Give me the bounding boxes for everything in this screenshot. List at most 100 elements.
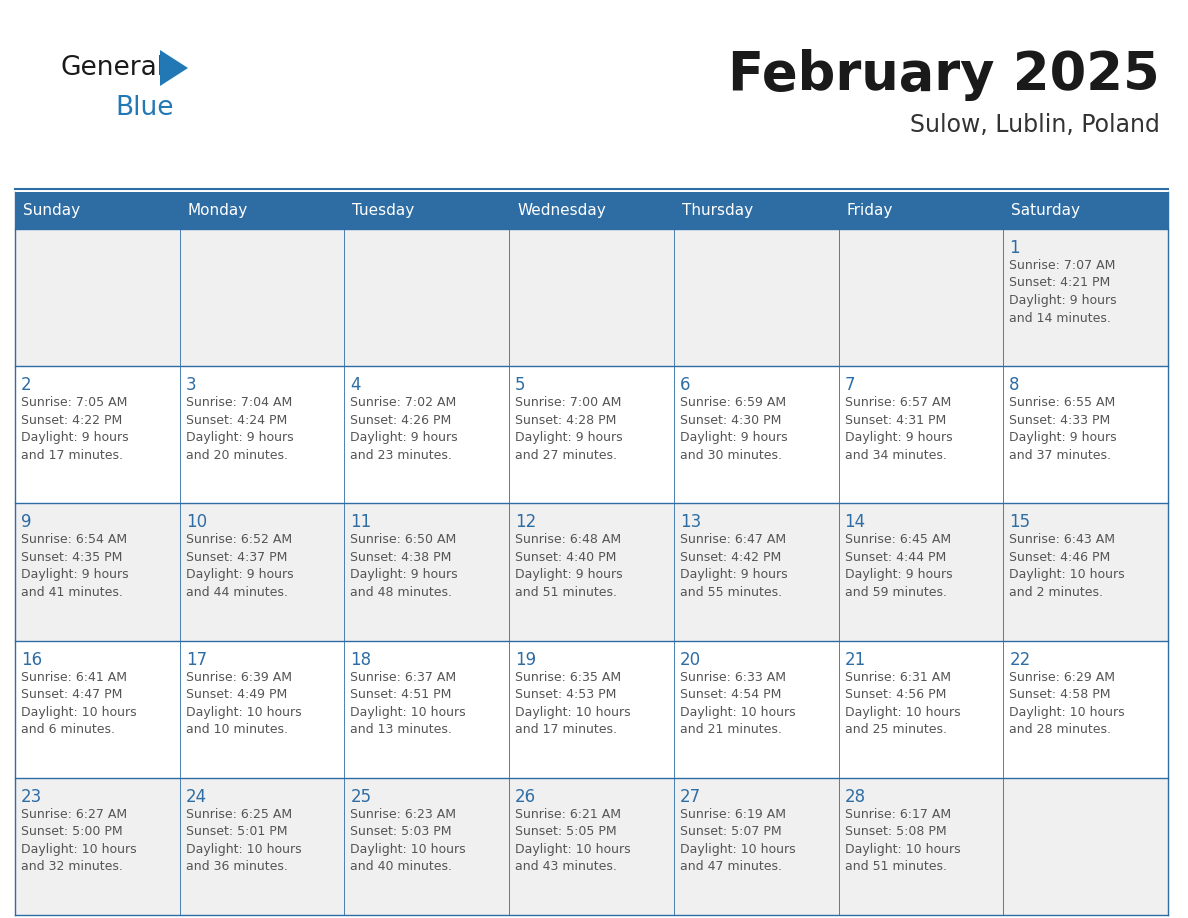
Bar (179, 503, 345, 641)
Text: 21: 21 (845, 651, 866, 668)
Text: 28: 28 (845, 788, 866, 806)
Text: Sunrise: 7:00 AM
Sunset: 4:28 PM
Daylight: 9 hours
and 27 minutes.: Sunrise: 7:00 AM Sunset: 4:28 PM Dayligh… (516, 397, 623, 462)
Text: 22: 22 (1010, 651, 1030, 668)
Text: 17: 17 (185, 651, 207, 668)
Bar (510, 229, 674, 366)
Text: 9: 9 (21, 513, 32, 532)
Text: Sunrise: 6:47 AM
Sunset: 4:42 PM
Daylight: 9 hours
and 55 minutes.: Sunrise: 6:47 AM Sunset: 4:42 PM Dayligh… (680, 533, 788, 599)
Text: Sunday: Sunday (23, 203, 80, 218)
Text: 7: 7 (845, 376, 855, 394)
Text: 18: 18 (350, 651, 372, 668)
Bar (510, 366, 674, 503)
Text: Sunrise: 6:54 AM
Sunset: 4:35 PM
Daylight: 9 hours
and 41 minutes.: Sunrise: 6:54 AM Sunset: 4:35 PM Dayligh… (21, 533, 128, 599)
Bar (839, 641, 1004, 778)
Text: Monday: Monday (188, 203, 248, 218)
Text: 12: 12 (516, 513, 537, 532)
Bar (15, 503, 179, 641)
Bar (15, 229, 179, 366)
Text: February 2025: February 2025 (728, 49, 1159, 101)
Text: 11: 11 (350, 513, 372, 532)
Bar (839, 366, 1004, 503)
Bar (839, 503, 1004, 641)
Text: 24: 24 (185, 788, 207, 806)
Text: Wednesday: Wednesday (517, 203, 606, 218)
Text: Sunrise: 6:21 AM
Sunset: 5:05 PM
Daylight: 10 hours
and 43 minutes.: Sunrise: 6:21 AM Sunset: 5:05 PM Dayligh… (516, 808, 631, 873)
Text: Sunrise: 6:31 AM
Sunset: 4:56 PM
Daylight: 10 hours
and 25 minutes.: Sunrise: 6:31 AM Sunset: 4:56 PM Dayligh… (845, 671, 960, 736)
Text: Sunrise: 6:41 AM
Sunset: 4:47 PM
Daylight: 10 hours
and 6 minutes.: Sunrise: 6:41 AM Sunset: 4:47 PM Dayligh… (21, 671, 137, 736)
Text: 2: 2 (21, 376, 32, 394)
Text: Thursday: Thursday (682, 203, 753, 218)
Bar (1004, 366, 1168, 503)
Text: Sunrise: 6:35 AM
Sunset: 4:53 PM
Daylight: 10 hours
and 17 minutes.: Sunrise: 6:35 AM Sunset: 4:53 PM Dayligh… (516, 671, 631, 736)
Text: 25: 25 (350, 788, 372, 806)
Text: Sunrise: 6:23 AM
Sunset: 5:03 PM
Daylight: 10 hours
and 40 minutes.: Sunrise: 6:23 AM Sunset: 5:03 PM Dayligh… (350, 808, 466, 873)
Text: 27: 27 (680, 788, 701, 806)
Text: Sunrise: 6:55 AM
Sunset: 4:33 PM
Daylight: 9 hours
and 37 minutes.: Sunrise: 6:55 AM Sunset: 4:33 PM Dayligh… (1010, 397, 1117, 462)
Text: Tuesday: Tuesday (353, 203, 415, 218)
Bar (510, 192, 674, 229)
Bar (1004, 778, 1168, 915)
Bar (674, 366, 839, 503)
Bar (15, 366, 179, 503)
Bar (1004, 641, 1168, 778)
Bar (179, 192, 345, 229)
Text: Sunrise: 6:50 AM
Sunset: 4:38 PM
Daylight: 9 hours
and 48 minutes.: Sunrise: 6:50 AM Sunset: 4:38 PM Dayligh… (350, 533, 459, 599)
Text: Sunrise: 6:57 AM
Sunset: 4:31 PM
Daylight: 9 hours
and 34 minutes.: Sunrise: 6:57 AM Sunset: 4:31 PM Dayligh… (845, 397, 953, 462)
Text: 5: 5 (516, 376, 525, 394)
Bar (674, 192, 839, 229)
Text: Sunrise: 6:59 AM
Sunset: 4:30 PM
Daylight: 9 hours
and 30 minutes.: Sunrise: 6:59 AM Sunset: 4:30 PM Dayligh… (680, 397, 788, 462)
Text: Sunrise: 7:05 AM
Sunset: 4:22 PM
Daylight: 9 hours
and 17 minutes.: Sunrise: 7:05 AM Sunset: 4:22 PM Dayligh… (21, 397, 128, 462)
Text: 19: 19 (516, 651, 536, 668)
Bar (15, 192, 179, 229)
Text: Sunrise: 6:27 AM
Sunset: 5:00 PM
Daylight: 10 hours
and 32 minutes.: Sunrise: 6:27 AM Sunset: 5:00 PM Dayligh… (21, 808, 137, 873)
Text: Sunrise: 7:04 AM
Sunset: 4:24 PM
Daylight: 9 hours
and 20 minutes.: Sunrise: 7:04 AM Sunset: 4:24 PM Dayligh… (185, 397, 293, 462)
Text: Blue: Blue (115, 95, 173, 121)
Bar (345, 229, 510, 366)
Text: Saturday: Saturday (1011, 203, 1080, 218)
Polygon shape (160, 50, 188, 86)
Bar (510, 503, 674, 641)
Text: 14: 14 (845, 513, 866, 532)
Text: General: General (61, 55, 164, 81)
Bar (510, 778, 674, 915)
Text: Friday: Friday (847, 203, 893, 218)
Text: 1: 1 (1010, 239, 1020, 257)
Text: Sunrise: 7:07 AM
Sunset: 4:21 PM
Daylight: 9 hours
and 14 minutes.: Sunrise: 7:07 AM Sunset: 4:21 PM Dayligh… (1010, 259, 1117, 324)
Text: 13: 13 (680, 513, 701, 532)
Text: Sunrise: 6:37 AM
Sunset: 4:51 PM
Daylight: 10 hours
and 13 minutes.: Sunrise: 6:37 AM Sunset: 4:51 PM Dayligh… (350, 671, 466, 736)
Bar (1004, 503, 1168, 641)
Bar (345, 641, 510, 778)
Text: 26: 26 (516, 788, 536, 806)
Bar (839, 229, 1004, 366)
Bar (839, 778, 1004, 915)
Text: Sunrise: 6:52 AM
Sunset: 4:37 PM
Daylight: 9 hours
and 44 minutes.: Sunrise: 6:52 AM Sunset: 4:37 PM Dayligh… (185, 533, 293, 599)
Bar (674, 641, 839, 778)
Bar (179, 229, 345, 366)
Text: 10: 10 (185, 513, 207, 532)
Bar (179, 778, 345, 915)
Text: Sunrise: 6:17 AM
Sunset: 5:08 PM
Daylight: 10 hours
and 51 minutes.: Sunrise: 6:17 AM Sunset: 5:08 PM Dayligh… (845, 808, 960, 873)
Bar (674, 503, 839, 641)
Text: Sunrise: 6:45 AM
Sunset: 4:44 PM
Daylight: 9 hours
and 59 minutes.: Sunrise: 6:45 AM Sunset: 4:44 PM Dayligh… (845, 533, 953, 599)
Text: Sunrise: 6:19 AM
Sunset: 5:07 PM
Daylight: 10 hours
and 47 minutes.: Sunrise: 6:19 AM Sunset: 5:07 PM Dayligh… (680, 808, 796, 873)
Text: Sunrise: 6:29 AM
Sunset: 4:58 PM
Daylight: 10 hours
and 28 minutes.: Sunrise: 6:29 AM Sunset: 4:58 PM Dayligh… (1010, 671, 1125, 736)
Text: 3: 3 (185, 376, 196, 394)
Bar (345, 778, 510, 915)
Bar (674, 778, 839, 915)
Text: Sunrise: 6:48 AM
Sunset: 4:40 PM
Daylight: 9 hours
and 51 minutes.: Sunrise: 6:48 AM Sunset: 4:40 PM Dayligh… (516, 533, 623, 599)
Bar (179, 641, 345, 778)
Text: 23: 23 (21, 788, 43, 806)
Text: Sunrise: 7:02 AM
Sunset: 4:26 PM
Daylight: 9 hours
and 23 minutes.: Sunrise: 7:02 AM Sunset: 4:26 PM Dayligh… (350, 397, 459, 462)
Bar (345, 192, 510, 229)
Bar (345, 366, 510, 503)
Bar (15, 778, 179, 915)
Bar (839, 192, 1004, 229)
Bar (345, 503, 510, 641)
Bar (510, 641, 674, 778)
Text: Sulow, Lublin, Poland: Sulow, Lublin, Poland (910, 113, 1159, 137)
Text: 20: 20 (680, 651, 701, 668)
Text: 16: 16 (21, 651, 42, 668)
Text: Sunrise: 6:39 AM
Sunset: 4:49 PM
Daylight: 10 hours
and 10 minutes.: Sunrise: 6:39 AM Sunset: 4:49 PM Dayligh… (185, 671, 302, 736)
Bar (674, 229, 839, 366)
Text: Sunrise: 6:43 AM
Sunset: 4:46 PM
Daylight: 10 hours
and 2 minutes.: Sunrise: 6:43 AM Sunset: 4:46 PM Dayligh… (1010, 533, 1125, 599)
